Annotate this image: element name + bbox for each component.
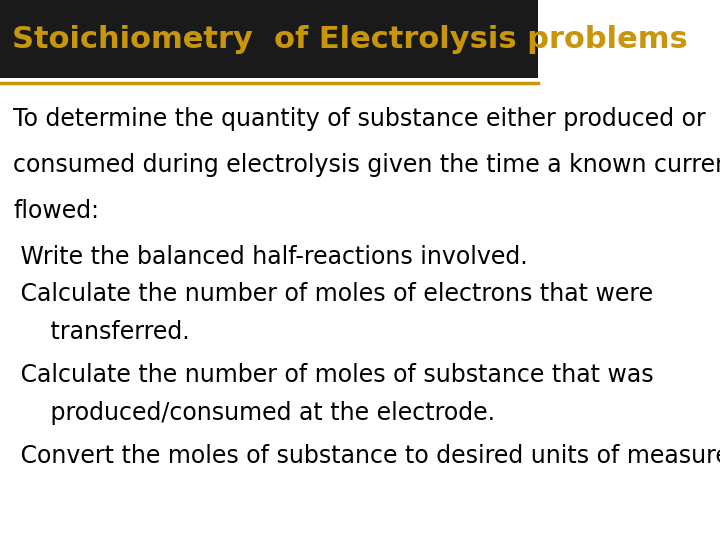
Text: flowed:: flowed:: [14, 199, 99, 222]
Text: To determine the quantity of substance either produced or: To determine the quantity of substance e…: [14, 107, 706, 131]
Text: produced/consumed at the electrode.: produced/consumed at the electrode.: [14, 401, 495, 425]
Text: consumed during electrolysis given the time a known current: consumed during electrolysis given the t…: [14, 153, 720, 177]
Text: Calculate the number of moles of substance that was: Calculate the number of moles of substan…: [14, 363, 654, 387]
Text: Calculate the number of moles of electrons that were: Calculate the number of moles of electro…: [14, 282, 654, 306]
Text: Write the balanced half-reactions involved.: Write the balanced half-reactions involv…: [14, 245, 528, 268]
Text: Stoichiometry  of Electrolysis problems: Stoichiometry of Electrolysis problems: [12, 25, 688, 53]
Text: Convert the moles of substance to desired units of measure.: Convert the moles of substance to desire…: [14, 444, 720, 468]
FancyBboxPatch shape: [0, 0, 538, 78]
Text: transferred.: transferred.: [14, 320, 190, 344]
